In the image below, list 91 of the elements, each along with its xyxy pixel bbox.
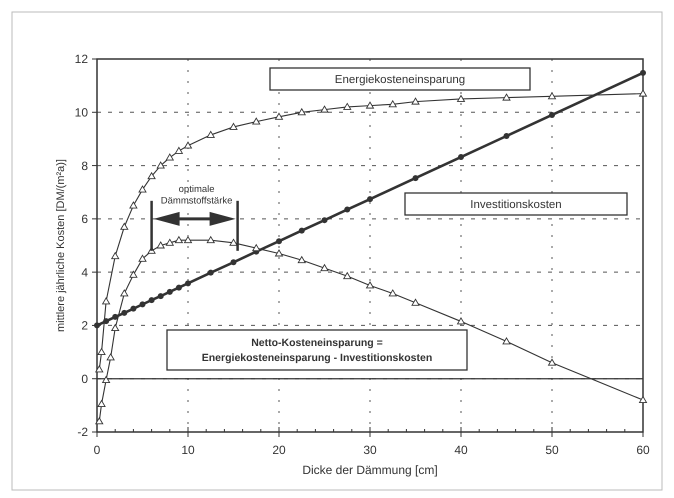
point	[103, 318, 110, 324]
series-label: Energiekosteneinsparung	[334, 74, 466, 86]
point	[639, 396, 647, 403]
x-tick-label: 20	[272, 443, 286, 457]
point	[184, 142, 192, 149]
point	[298, 108, 306, 116]
text: Netto-Kosteneinsparung = Energiekosteneinsparung - Investitionskosten	[202, 337, 432, 364]
y-tick-label: -2	[77, 425, 88, 440]
y-tick-label: 6	[81, 212, 88, 226]
x-tick-label: 60	[636, 443, 650, 457]
point	[120, 290, 128, 296]
point	[504, 133, 510, 139]
point	[111, 252, 120, 260]
point	[548, 92, 556, 100]
text: Investitionskosten	[470, 199, 562, 212]
point	[156, 162, 165, 169]
point	[343, 272, 352, 280]
x-tick-label: 40	[454, 443, 468, 457]
y-axis-title: mittlere jährliche Kosten [DM/(m²a)]	[55, 159, 67, 332]
point	[129, 270, 138, 278]
point	[457, 95, 465, 102]
point	[548, 358, 556, 366]
point	[344, 206, 350, 213]
point	[230, 259, 236, 266]
point	[502, 337, 510, 344]
point	[120, 222, 128, 230]
x-tick-label: 0	[94, 443, 101, 457]
point	[412, 175, 418, 182]
point	[457, 317, 465, 324]
annotation: optimale Dämmstoffstärke	[160, 184, 232, 207]
point	[102, 376, 110, 383]
point	[639, 90, 647, 97]
point	[549, 112, 555, 118]
point	[166, 154, 174, 161]
point	[176, 284, 182, 291]
point	[252, 244, 260, 252]
point	[230, 238, 238, 246]
point	[502, 94, 510, 101]
point	[388, 100, 397, 108]
x-tick-label: 50	[545, 443, 559, 457]
point	[343, 103, 352, 110]
point	[156, 242, 165, 248]
y-tick-label: 12	[74, 52, 88, 66]
y-tick-label: 4	[81, 265, 88, 280]
y-tick-label: 0	[81, 372, 88, 386]
point	[94, 322, 100, 328]
point	[640, 70, 646, 76]
point	[367, 196, 373, 202]
x-tick-label: 30	[363, 443, 377, 457]
point	[275, 112, 283, 120]
point	[322, 217, 328, 224]
point	[138, 254, 146, 262]
point	[366, 102, 374, 109]
point	[366, 282, 374, 288]
point	[320, 264, 328, 272]
point	[320, 106, 328, 113]
point	[208, 270, 214, 276]
point	[185, 280, 191, 286]
point	[412, 298, 420, 306]
point	[276, 238, 282, 244]
point	[158, 293, 164, 300]
point	[111, 324, 120, 332]
point	[458, 154, 464, 160]
point	[252, 118, 260, 125]
point	[388, 290, 397, 296]
point	[130, 306, 136, 312]
point	[184, 236, 192, 244]
point	[129, 202, 138, 208]
point	[412, 98, 420, 105]
y-tick-label: 8	[81, 158, 88, 173]
x-tick-label: 10	[181, 443, 195, 457]
point	[298, 228, 305, 234]
point	[206, 130, 215, 138]
point	[230, 122, 238, 130]
y-tick-label: 10	[74, 105, 88, 120]
point	[166, 238, 174, 246]
point	[102, 298, 110, 304]
point	[174, 236, 183, 244]
point	[166, 288, 173, 295]
point	[148, 297, 155, 304]
point	[106, 353, 115, 360]
point	[138, 186, 146, 192]
y-tick-label: 2	[81, 318, 88, 333]
x-axis-title: Dicke der Dämmung [cm]	[302, 463, 438, 477]
point	[140, 301, 146, 308]
point	[206, 236, 215, 244]
point	[174, 146, 183, 154]
point	[275, 250, 283, 256]
point	[298, 256, 306, 264]
point	[121, 310, 128, 316]
point	[148, 172, 156, 180]
